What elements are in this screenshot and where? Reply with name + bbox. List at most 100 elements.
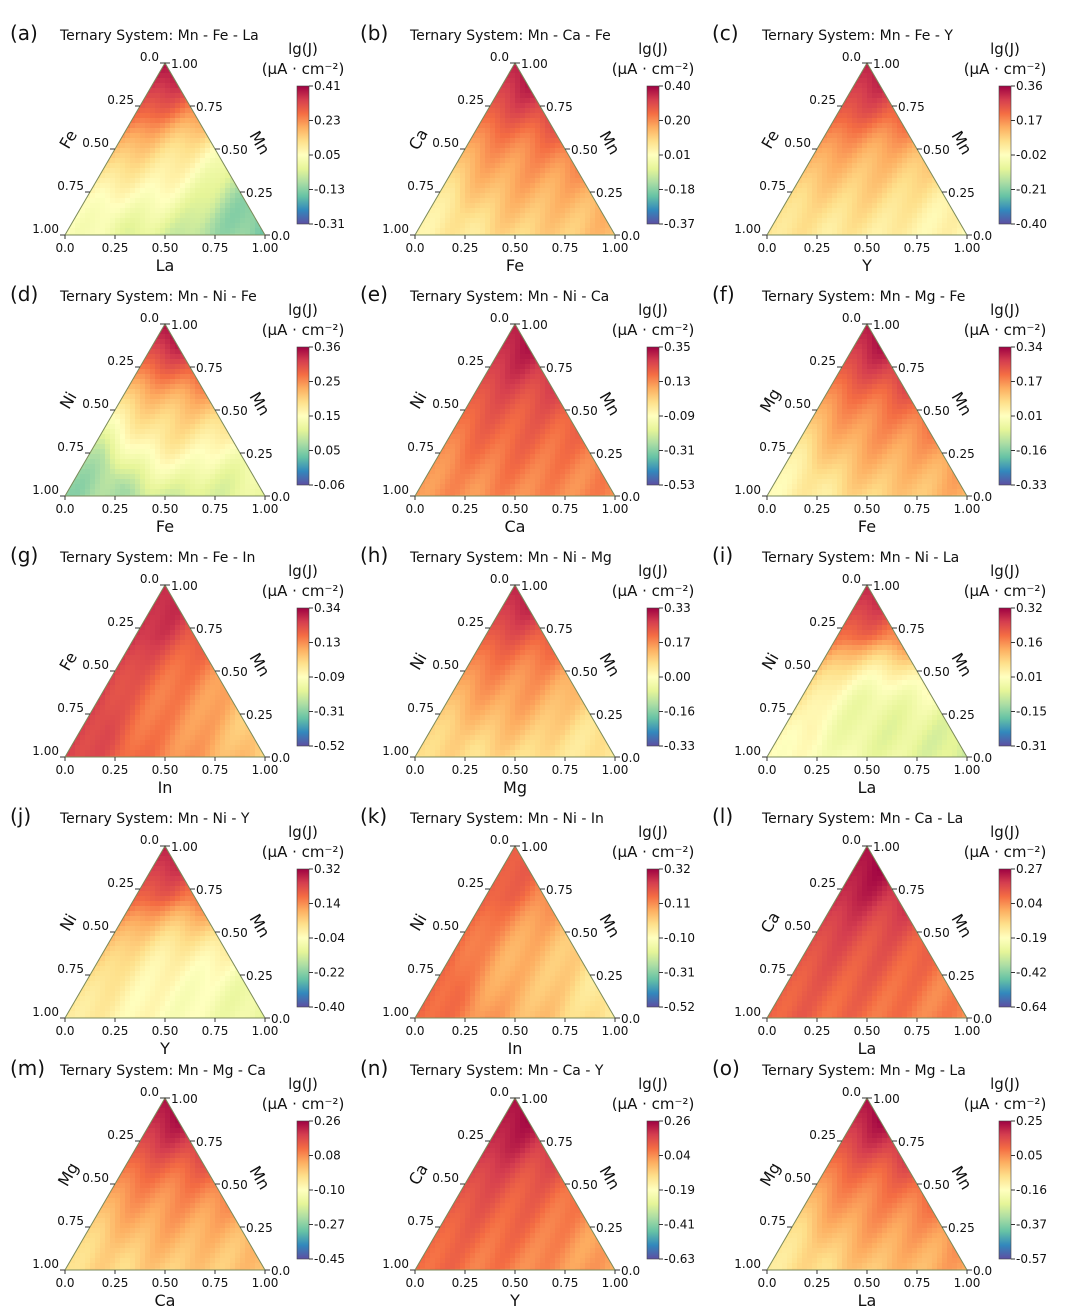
heat-cell [65,83,71,89]
heat-cell [515,78,521,84]
heat-cell [480,123,486,129]
heat-cell [255,203,261,209]
panel-title: Ternary System: Mn - Fe - Y [761,28,953,44]
heat-cell [822,208,828,214]
heat-cell [957,158,963,164]
heat-cell [190,158,196,164]
heat-cell [240,128,246,134]
heat-cell [882,163,888,169]
heat-cell [125,233,131,239]
heat-cell [200,143,206,149]
heat-cell [445,63,451,69]
heat-cell [595,178,601,184]
heat-cell [515,198,521,204]
heat-cell [902,228,908,234]
heat-cell [180,113,186,119]
heat-cell [235,324,241,330]
heat-cell [85,374,91,380]
heat-cell [170,93,176,99]
heat-cell [150,188,156,194]
heat-cell [600,168,606,174]
heat-cell [932,113,938,119]
heat-cell [140,329,146,335]
colorbar-tick-label: -0.31 [314,217,345,231]
heat-cell [195,73,201,79]
heat-cell [550,73,556,79]
heat-cell [475,143,481,149]
colorbar [297,86,309,224]
bottom-axis-label: La [156,256,175,275]
heat-cell [917,78,923,84]
heat-cell [165,158,171,164]
heat-cell [455,73,461,79]
heat-cell [165,354,171,360]
heat-cell [90,73,96,79]
heat-cell [585,98,591,104]
heat-cell [435,98,441,104]
heat-cell [185,173,191,179]
heat-cell [140,193,146,199]
heat-cell [235,83,241,89]
heat-cell [455,233,461,239]
heat-cell [185,379,191,385]
heat-cell [540,213,546,219]
heat-cell [907,158,913,164]
heat-cell [440,153,446,159]
heat-cell [460,198,466,204]
heat-cell [140,143,146,149]
heat-cell [942,183,948,189]
heat-cell [485,228,491,234]
heat-cell [145,329,151,335]
heat-cell [170,118,176,124]
heat-cell [832,148,838,154]
heat-cell [425,193,431,199]
heat-cell [595,63,601,69]
heat-cell [927,213,933,219]
heat-cell [847,198,853,204]
heat-cell [65,193,71,199]
heat-cell [530,73,536,79]
heat-cell [425,103,431,109]
heat-cell [250,123,256,129]
heat-cell [867,228,873,234]
heat-cell [255,329,261,335]
heat-cell [485,163,491,169]
heat-cell [510,88,516,94]
heat-cell [822,83,828,89]
heat-cell [515,223,521,229]
heat-cell [70,233,76,239]
heat-cell [962,113,968,119]
heat-cell [90,123,96,129]
heat-cell [150,359,156,365]
heat-cell [135,329,141,335]
heat-cell [822,168,828,174]
heat-cell [105,384,111,390]
heat-cell [807,228,813,234]
heat-cell [415,218,421,224]
heat-cell [932,198,938,204]
colorbar-title: lg(J) [638,40,668,58]
heat-cell [85,324,91,330]
heat-cell [877,223,883,229]
heat-cell [240,349,246,355]
heat-cell [100,98,106,104]
heat-cell [195,138,201,144]
heat-cell [240,88,246,94]
heat-cell [525,128,531,134]
heat-cell [802,193,808,199]
heat-cell [100,334,106,340]
heat-cell [435,158,441,164]
heat-cell [470,178,476,184]
heat-cell [937,168,943,174]
heat-cell [440,233,446,239]
heat-cell [465,228,471,234]
heat-cell [922,93,928,99]
heat-cell [205,163,211,169]
heat-cell [510,108,516,114]
heat-cell [95,329,101,335]
heat-cell [200,213,206,219]
heat-cell [440,163,446,169]
heat-cell [75,113,81,119]
heat-cell [782,93,788,99]
heat-cell [195,208,201,214]
